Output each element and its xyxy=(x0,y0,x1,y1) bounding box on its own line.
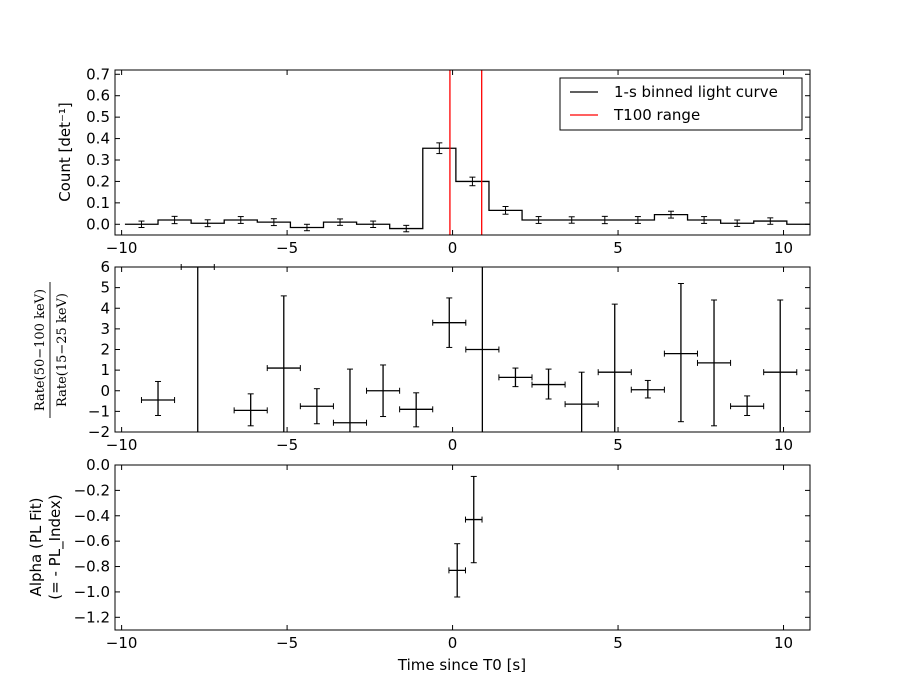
p2-marks xyxy=(140,264,798,433)
x-tick-label: 10 xyxy=(774,239,793,257)
p3-y-axis-label-line2: (= - PL_Index) xyxy=(46,494,65,599)
x-tick-label: 10 xyxy=(774,436,793,454)
p2-y-axis-label: Rate(50−100 keV) Rate(15−25 keV) xyxy=(33,282,70,418)
p3-y-ticks: 0.0 −0.2 −0.4 −0.6 −0.8 −1.0 −1.2 xyxy=(74,456,810,626)
p3-x-ticks: −10 −5 0 5 10 xyxy=(106,465,793,652)
x-tick-label: 0 xyxy=(448,436,458,454)
panel-light-curve: −10 −5 0 5 10 0.0 0.1 0.2 0.3 0.4 0.5 0.6 0.7 Count… xyxy=(56,65,811,257)
y-tick-label: 0 xyxy=(100,382,110,400)
legend: 1-s binned light curve T100 range xyxy=(559,77,803,131)
p2-frame xyxy=(114,266,811,433)
p2-y-label-denominator: Rate(15−25 keV) xyxy=(55,293,70,407)
p1-y-ticks: 0.0 0.1 0.2 0.3 0.4 0.5 0.6 0.7 xyxy=(86,65,810,233)
p1-y-axis-label: Count [det⁻¹] xyxy=(56,102,74,202)
x-tick-label: −10 xyxy=(106,239,138,257)
x-tick-label: 10 xyxy=(774,634,793,652)
p3-y-axis-label: Alpha (PL Fit) xyxy=(27,498,45,597)
y-tick-label: 6 xyxy=(100,258,110,276)
x-axis-label: Time since T0 [s] xyxy=(397,656,526,674)
x-tick-label: 5 xyxy=(613,634,623,652)
y-tick-label: 0.0 xyxy=(86,456,110,474)
legend-label-light-curve: 1-s binned light curve xyxy=(614,83,778,101)
p3-frame xyxy=(114,464,811,631)
x-tick-label: −10 xyxy=(106,634,138,652)
y-tick-label: −0.4 xyxy=(74,507,110,525)
x-tick-label: −10 xyxy=(106,436,138,454)
panel-alpha: −10 −5 0 5 10 0.0 −0.2 −0.4 −0.6 −0.8 −1.0 −1.2 Al… xyxy=(27,456,811,674)
p1-marks xyxy=(124,70,810,235)
y-tick-label: −1.0 xyxy=(74,583,110,601)
y-tick-label: 4 xyxy=(100,299,110,317)
p1-x-ticks: −10 −5 0 5 10 xyxy=(106,70,793,257)
x-tick-label: −5 xyxy=(276,239,298,257)
y-tick-label: −0.2 xyxy=(74,481,110,499)
x-tick-label: 0 xyxy=(448,634,458,652)
legend-label-t100: T100 range xyxy=(613,106,700,124)
p2-y-label-numerator: Rate(50−100 keV) xyxy=(33,289,48,411)
p2-x-ticks: −10 −5 0 5 10 xyxy=(106,267,793,454)
x-tick-label: −5 xyxy=(276,634,298,652)
y-tick-label: 0.7 xyxy=(86,65,110,83)
x-tick-label: 0 xyxy=(448,239,458,257)
p2-y-ticks: −2 −1 0 1 2 3 4 5 6 xyxy=(88,258,810,441)
x-tick-label: −5 xyxy=(276,436,298,454)
p3-marks xyxy=(448,475,483,598)
light-curve-step-line xyxy=(124,147,810,230)
y-tick-label: 0.1 xyxy=(86,194,110,212)
y-tick-label: 0.2 xyxy=(86,172,110,190)
y-tick-label: −0.6 xyxy=(74,532,110,550)
y-tick-label: 0.0 xyxy=(86,215,110,233)
y-tick-label: −2 xyxy=(88,423,110,441)
y-tick-label: 2 xyxy=(100,341,110,359)
x-tick-label: 5 xyxy=(613,436,623,454)
legend-frame xyxy=(559,77,803,131)
y-tick-label: 5 xyxy=(100,279,110,297)
y-tick-label: 0.6 xyxy=(86,87,110,105)
y-tick-label: −1.2 xyxy=(74,608,110,626)
y-tick-label: −1 xyxy=(88,402,110,420)
y-tick-label: 0.3 xyxy=(86,151,110,169)
y-tick-label: −0.8 xyxy=(74,558,110,576)
p1-frame xyxy=(114,69,811,236)
y-tick-label: 0.5 xyxy=(86,108,110,126)
x-tick-label: 5 xyxy=(613,239,623,257)
y-tick-label: 1 xyxy=(100,361,110,379)
y-tick-label: 3 xyxy=(100,320,110,338)
y-tick-label: 0.4 xyxy=(86,130,110,148)
